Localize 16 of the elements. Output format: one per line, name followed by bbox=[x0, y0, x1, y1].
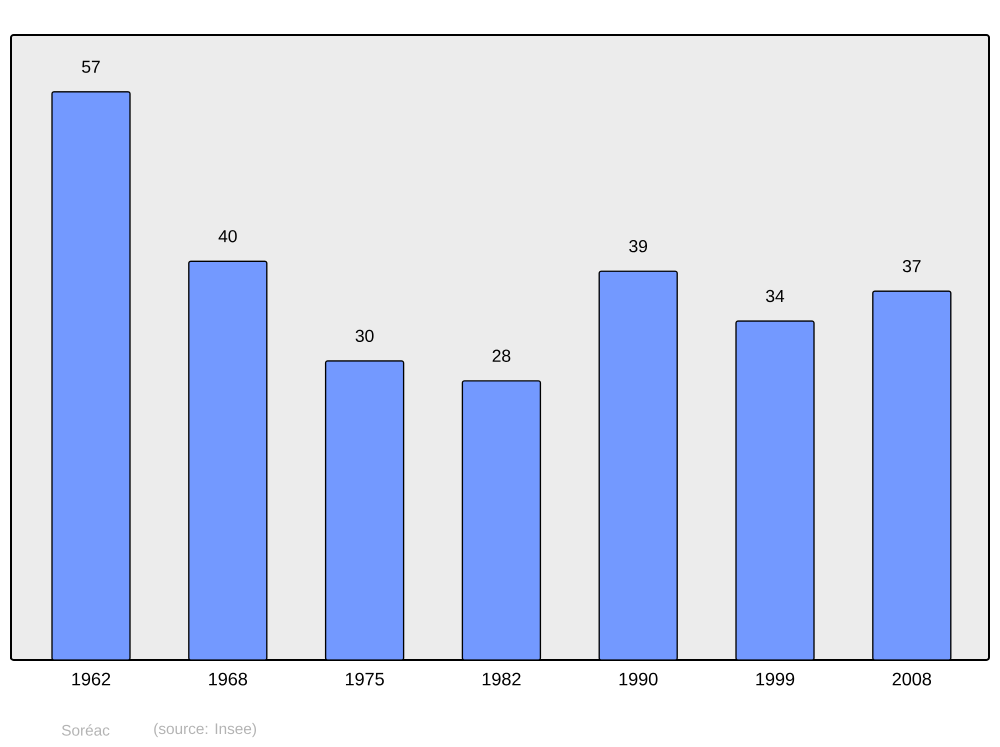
x-tick-label: 2008 bbox=[892, 672, 932, 686]
x-tick-label: 1982 bbox=[482, 672, 521, 686]
data-label: 30 bbox=[356, 330, 374, 342]
x-tick-label: 1968 bbox=[209, 672, 248, 686]
text: Soréac bbox=[62, 724, 110, 736]
data-label: 34 bbox=[766, 290, 784, 302]
x-tick-label: 1975 bbox=[346, 672, 384, 686]
data-label: 39 bbox=[629, 240, 648, 252]
data-label: 40 bbox=[218, 230, 237, 242]
x-tick-label: 1962 bbox=[72, 672, 110, 686]
text: (source: Insee) bbox=[154, 722, 256, 738]
data-label: 57 bbox=[82, 60, 100, 73]
x-tick-label: 1990 bbox=[620, 672, 658, 686]
data-label: 28 bbox=[492, 350, 510, 362]
x-tick-label: 1999 bbox=[756, 672, 794, 686]
data-label: 37 bbox=[902, 260, 921, 272]
